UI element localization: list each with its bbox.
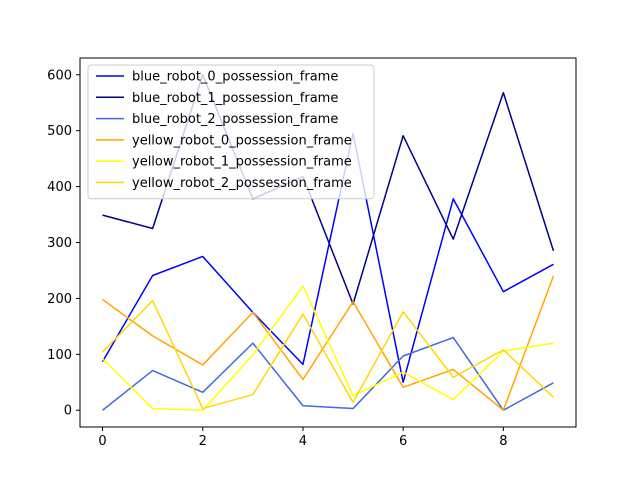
x-tick-label: 8 [499, 434, 507, 449]
x-axis: 0 2 4 6 8 [98, 427, 507, 449]
series-line-4 [102, 285, 554, 411]
y-tick-label: 100 [47, 348, 72, 363]
series-line-2 [102, 336, 554, 411]
x-tick-label: 2 [199, 434, 207, 449]
y-tick-label: 200 [47, 292, 72, 307]
y-tick-label: 600 [47, 68, 72, 83]
legend-label-1: blue_robot_1_possession_frame [132, 91, 338, 106]
y-tick-label: 0 [64, 404, 72, 419]
x-tick-label: 4 [299, 434, 307, 449]
legend-box [87, 64, 375, 200]
legend: blue_robot_0_possession_frame blue_robot_… [87, 64, 375, 200]
series-line-0 [101, 132, 554, 384]
x-tick-label: 6 [399, 434, 407, 449]
series-layer [101, 74, 555, 411]
series-line-5 [102, 299, 554, 410]
y-tick-label: 500 [47, 124, 72, 139]
y-tick-label: 400 [47, 180, 72, 195]
legend-label-5: yellow_robot_2_possession_frame [132, 176, 352, 191]
y-tick-label: 300 [47, 236, 72, 251]
y-axis: 0 100 200 300 400 500 600 [47, 68, 80, 419]
legend-label-0: blue_robot_0_possession_frame [132, 70, 338, 85]
legend-label-2: blue_robot_2_possession_frame [132, 112, 338, 127]
legend-label-4: yellow_robot_1_possession_frame [132, 155, 352, 170]
legend-label-3: yellow_robot_0_possession_frame [132, 133, 352, 148]
x-tick-label: 0 [98, 434, 106, 449]
